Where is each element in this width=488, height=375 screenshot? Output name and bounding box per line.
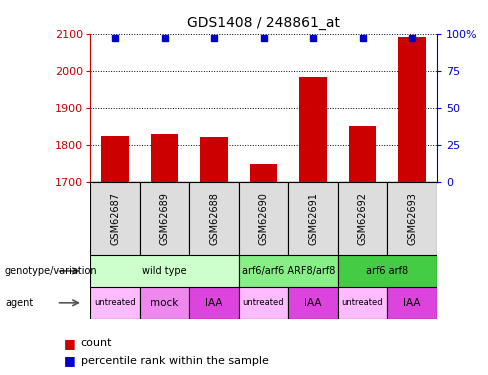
Bar [239, 287, 288, 319]
Bar [398, 38, 426, 182]
Bar [338, 255, 437, 287]
Text: untreated: untreated [243, 298, 285, 307]
Bar [349, 126, 376, 182]
Bar [239, 255, 338, 287]
Bar [90, 287, 140, 319]
Text: GSM62688: GSM62688 [209, 192, 219, 245]
Bar [239, 182, 288, 255]
Text: GSM62693: GSM62693 [407, 192, 417, 245]
Bar [201, 137, 227, 182]
Bar [189, 287, 239, 319]
Bar [189, 182, 239, 255]
Bar [140, 287, 189, 319]
Bar [288, 287, 338, 319]
Bar [90, 182, 140, 255]
Text: wild type: wild type [142, 266, 187, 276]
Bar [387, 182, 437, 255]
Text: arf6 arf8: arf6 arf8 [366, 266, 408, 276]
Bar [140, 182, 189, 255]
Text: untreated: untreated [94, 298, 136, 307]
Text: IAA: IAA [403, 298, 421, 308]
Text: count: count [81, 338, 112, 348]
Bar [102, 136, 129, 182]
Text: ■: ■ [63, 337, 75, 350]
Bar [90, 255, 239, 287]
Text: IAA: IAA [205, 298, 223, 308]
Text: ■: ■ [63, 354, 75, 367]
Bar [288, 182, 338, 255]
Bar [387, 287, 437, 319]
Bar [338, 182, 387, 255]
Text: arf6/arf6 ARF8/arf8: arf6/arf6 ARF8/arf8 [242, 266, 335, 276]
Text: GSM62689: GSM62689 [160, 192, 169, 245]
Bar [151, 134, 178, 182]
Text: IAA: IAA [304, 298, 322, 308]
Text: GSM62687: GSM62687 [110, 192, 120, 245]
Bar [250, 164, 277, 182]
Bar [338, 287, 387, 319]
Bar [300, 78, 326, 182]
Text: GSM62691: GSM62691 [308, 192, 318, 245]
Title: GDS1408 / 248861_at: GDS1408 / 248861_at [187, 16, 340, 30]
Text: percentile rank within the sample: percentile rank within the sample [81, 356, 268, 366]
Text: genotype/variation: genotype/variation [5, 266, 98, 276]
Text: untreated: untreated [342, 298, 384, 307]
Text: agent: agent [5, 298, 33, 308]
Text: mock: mock [150, 298, 179, 308]
Text: GSM62692: GSM62692 [358, 192, 367, 245]
Text: GSM62690: GSM62690 [259, 192, 268, 245]
